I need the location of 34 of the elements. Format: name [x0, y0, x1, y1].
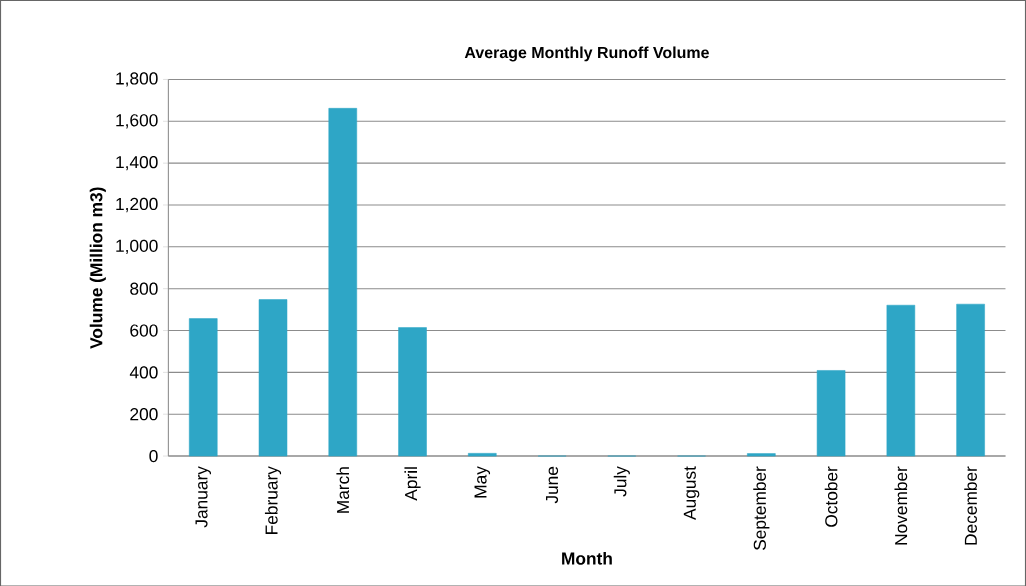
x-tick-label: January [195, 465, 211, 528]
y-tick-label: 1,600 [116, 113, 158, 129]
bar [398, 327, 427, 457]
x-tick-label: August [683, 466, 700, 520]
bar [816, 369, 846, 457]
x-tick-label: October [824, 466, 838, 527]
bar [747, 453, 776, 457]
x-tick-label: March [336, 467, 350, 513]
x-axis-title: Month [562, 551, 612, 565]
y-tick-label: 1,400 [116, 155, 158, 171]
bar [328, 107, 358, 457]
x-tick-label: December [964, 466, 977, 545]
y-tick-label: 1,000 [116, 239, 158, 254]
bar [956, 303, 985, 457]
bar [468, 452, 497, 457]
y-tick-label: 200 [130, 407, 158, 421]
y-tick-label: 800 [130, 282, 158, 295]
x-tick-label: February [264, 465, 282, 534]
bar [886, 304, 916, 457]
x-tick-label: September [753, 466, 770, 550]
x-tick-label: November [894, 466, 908, 545]
x-tick-label: July [613, 465, 630, 497]
y-tick-label: 1,800 [116, 72, 158, 87]
y-axis-title: Volume (Million m3) [89, 187, 106, 349]
y-tick-label: 600 [130, 324, 158, 337]
chart-title: Average Monthly Runoff Volume [464, 46, 709, 62]
y-tick-label: 0 [149, 449, 158, 462]
y-tick-label: 400 [129, 366, 158, 379]
bar [188, 318, 218, 457]
x-tick-label: April [404, 467, 421, 501]
x-tick-label: May [474, 465, 491, 498]
y-tick-label: 1,200 [116, 197, 158, 212]
x-tick-label: June [546, 466, 559, 504]
bar [258, 299, 288, 457]
